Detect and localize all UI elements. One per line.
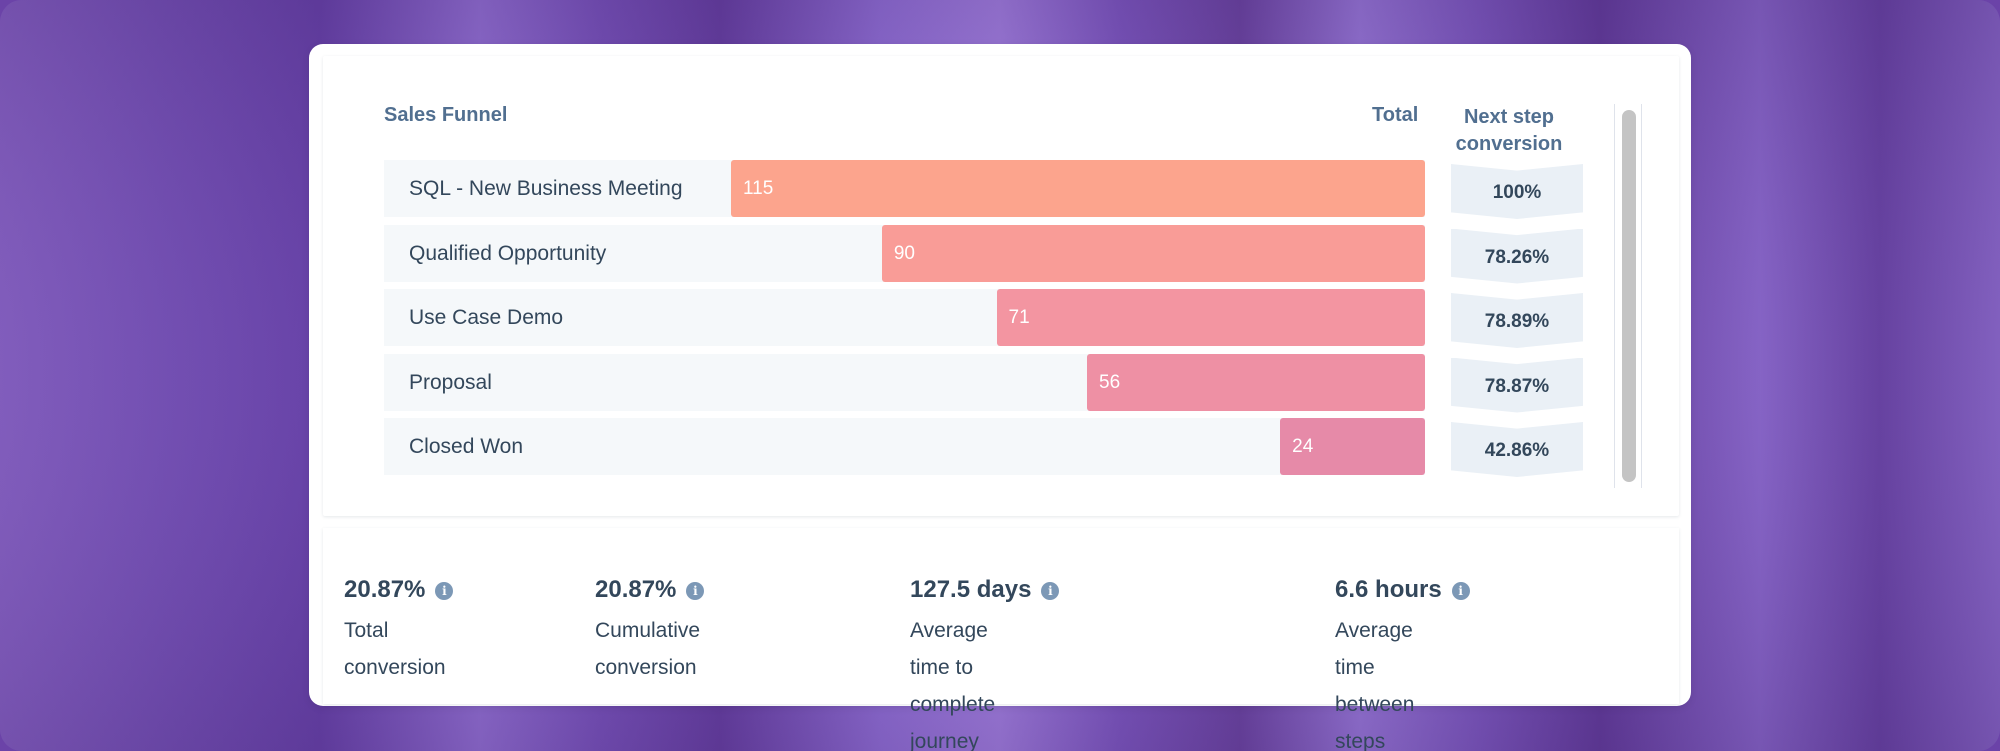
- funnel-row[interactable]: Use Case Demo 71: [384, 289, 1425, 346]
- stat-label-line: Average time to complete: [910, 619, 996, 716]
- funnel-bar[interactable]: [1280, 418, 1425, 475]
- funnel-bar[interactable]: [1087, 353, 1425, 411]
- total-column-header: Total: [1372, 104, 1419, 126]
- funnel-row[interactable]: SQL - New Business Meeting 115: [384, 160, 1425, 217]
- info-icon[interactable]: i: [686, 582, 705, 600]
- funnel-row[interactable]: Qualified Opportunity 90: [384, 224, 1425, 282]
- funnel-bar-value: 71: [1008, 307, 1030, 328]
- conversion-rate: 42.86%: [1484, 440, 1550, 461]
- stat-label-line: conversion: [595, 656, 697, 679]
- conversion-chevron: 78.89%: [1451, 293, 1583, 348]
- chart-title: Sales Funnel: [384, 104, 508, 126]
- stat-label-line: Average time between: [1335, 619, 1415, 716]
- stat-label-line: conversion: [344, 656, 446, 679]
- stat-label-line: journey: [910, 730, 979, 751]
- conversion-chevron: 42.86%: [1451, 422, 1583, 477]
- funnel-stage-label: Qualified Opportunity: [409, 241, 607, 265]
- funnel-row[interactable]: Closed Won 24: [384, 418, 1425, 475]
- funnel-bar[interactable]: [996, 289, 1425, 346]
- funnel-stage-label: SQL - New Business Meeting: [409, 177, 683, 200]
- stat-value: 6.6 hours: [1335, 576, 1442, 603]
- conversion-rate: 78.87%: [1484, 375, 1550, 397]
- funnel-chart-panel: Sales Funnel Total Next step conversion …: [323, 56, 1679, 516]
- conversion-rate: 100%: [1492, 182, 1542, 203]
- scrollbar-track[interactable]: [1614, 104, 1642, 488]
- funnel-stage-label: Use Case Demo: [409, 306, 564, 329]
- conversion-rate: 78.26%: [1484, 246, 1550, 268]
- funnel-bar-value: 90: [893, 242, 915, 264]
- stats-panel: 20.87% i Total conversion 20.87% i Cumulati…: [323, 528, 1679, 751]
- stat-label-line: Total: [344, 619, 389, 642]
- funnel-stage-label: Proposal: [409, 370, 492, 394]
- conversion-chevron: 100%: [1451, 164, 1583, 219]
- funnel-bar[interactable]: [731, 160, 1425, 217]
- funnel-row[interactable]: Proposal 56: [384, 353, 1425, 411]
- stat-value: 20.87%: [344, 576, 426, 603]
- funnel-report-card: Sales Funnel Total Next step conversion …: [309, 44, 1691, 751]
- stat-label-line: Cumulative: [595, 619, 701, 642]
- funnel-stage-label: Closed Won: [409, 435, 524, 458]
- conversion-chevron: 78.26%: [1451, 228, 1583, 284]
- funnel-bar-value: 24: [1292, 436, 1314, 457]
- funnel-bar[interactable]: [881, 224, 1425, 282]
- conversion-chevron: 78.87%: [1451, 357, 1583, 413]
- stat-value: 20.87%: [595, 576, 677, 603]
- stat-label-line: steps: [1335, 730, 1386, 751]
- next-step-conversion-header: Next step conversion: [1455, 106, 1563, 155]
- stat-value: 127.5 days: [910, 576, 1032, 603]
- info-icon[interactable]: i: [1041, 582, 1060, 600]
- info-icon[interactable]: i: [1451, 582, 1470, 600]
- funnel-bar-value: 56: [1099, 371, 1121, 393]
- conversion-rate: 78.89%: [1484, 311, 1550, 332]
- funnel-bar-value: 115: [743, 178, 774, 199]
- info-icon[interactable]: i: [435, 582, 454, 600]
- scrollbar-thumb[interactable]: [1622, 110, 1636, 482]
